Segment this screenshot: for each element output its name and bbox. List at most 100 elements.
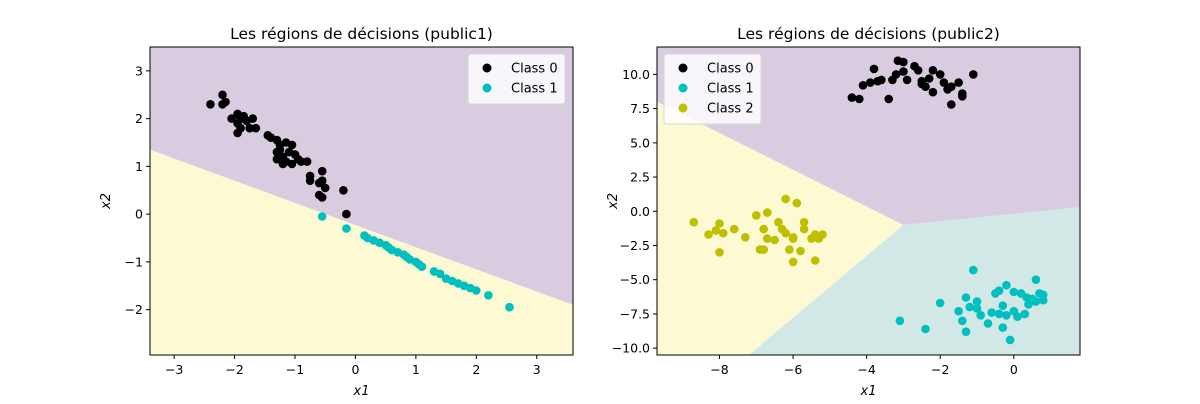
point-s0-20 — [928, 66, 938, 75]
point-s2-25 — [799, 224, 809, 234]
x-tick-label-6: 3 — [533, 362, 541, 377]
y-tick-label-1: −1 — [125, 254, 143, 269]
point-s1-34 — [1038, 290, 1048, 300]
point-s0-23 — [939, 78, 949, 87]
point-s1-1 — [342, 224, 351, 233]
legend-label-1: Class 1 — [707, 82, 754, 97]
y-tick-label-2: −5.0 — [620, 272, 650, 287]
point-s0-22 — [935, 70, 945, 79]
point-s2-14 — [770, 235, 779, 245]
point-s0-26 — [272, 154, 282, 164]
chart-title: Les régions de décisions (public2) — [737, 25, 1000, 43]
point-s1-13 — [987, 308, 996, 317]
point-s0-14 — [236, 123, 245, 133]
point-s0-4 — [869, 64, 879, 74]
point-s0-41 — [339, 186, 348, 195]
point-s1-16 — [994, 286, 1004, 296]
axes-frame — [656, 46, 1081, 356]
point-s2-29 — [810, 256, 820, 265]
point-s0-2 — [858, 81, 868, 90]
point-s0-0 — [206, 100, 215, 109]
legend-label-0: Class 0 — [511, 62, 558, 77]
point-s2-12 — [763, 234, 772, 243]
point-s2-24 — [796, 246, 805, 256]
point-s0-1 — [855, 94, 864, 104]
chart-public2: −8 −6 −4 −2 0 −10.0 −7.5 −5.0 −2.5 0.0 2.5 5.0 7.5 10… — [606, 25, 1081, 399]
point-s0-19 — [924, 74, 934, 83]
y-tick-label-7: 7.5 — [630, 101, 650, 116]
point-s0-26 — [947, 100, 956, 109]
point-s0-12 — [251, 123, 261, 133]
point-s2-2 — [711, 226, 721, 235]
legend-label-1: Class 1 — [511, 82, 558, 97]
point-s1-7 — [965, 302, 974, 312]
point-s1-26 — [1020, 309, 1030, 319]
point-s0-18 — [921, 82, 930, 91]
point-s2-15 — [774, 217, 783, 227]
point-s1-9 — [972, 297, 982, 306]
legend-box — [663, 53, 762, 125]
x-tick-label-4: 1 — [412, 362, 420, 377]
x-axis-label: x1 — [353, 384, 370, 399]
point-s1-4 — [958, 316, 967, 326]
point-s2-6 — [729, 224, 739, 234]
point-s1-12 — [983, 319, 993, 328]
point-s2-10 — [759, 224, 768, 234]
point-s1-31 — [1031, 297, 1041, 306]
point-s2-22 — [788, 257, 798, 267]
point-s0-27 — [954, 78, 963, 87]
point-s0-37 — [317, 176, 327, 185]
point-s1-18 — [998, 323, 1008, 332]
y-tick-label-3: 1 — [135, 159, 143, 174]
point-s2-18 — [781, 228, 790, 238]
legend-marker-1 — [678, 83, 688, 93]
legend-label-2: Class 2 — [707, 102, 754, 117]
point-s0-25 — [947, 82, 956, 91]
x-tick-label-5: 2 — [472, 362, 480, 377]
y-tick-label-3: −2.5 — [620, 238, 650, 253]
plot-area — [657, 47, 1080, 355]
point-s2-0 — [689, 217, 699, 227]
point-s2-21 — [788, 233, 798, 242]
point-s1-0 — [895, 316, 905, 326]
point-s2-5 — [718, 228, 728, 238]
legend-marker-2 — [678, 103, 688, 113]
point-s2-3 — [715, 248, 724, 257]
x-tick-label-2: −4 — [857, 362, 875, 377]
y-tick-label-1: −7.5 — [620, 306, 650, 321]
legend: Class 0 Class 1 Class 2 — [663, 53, 762, 125]
point-s0-3 — [866, 78, 875, 87]
point-s2-17 — [781, 194, 790, 204]
legend-label-0: Class 0 — [707, 62, 754, 77]
point-s2-26 — [799, 217, 809, 227]
point-s0-40 — [317, 193, 327, 202]
point-s1-15 — [994, 309, 1004, 319]
y-tick-label-4: 0.0 — [630, 204, 650, 219]
decision-region-1 — [150, 149, 573, 355]
point-s0-11 — [899, 57, 908, 67]
y-axis-label: x2 — [99, 193, 114, 210]
point-s0-32 — [278, 159, 288, 169]
point-s0-21 — [275, 145, 285, 154]
point-s0-30 — [969, 70, 978, 79]
point-s0-6 — [877, 75, 886, 85]
legend-marker-0 — [482, 63, 492, 73]
x-tick-label-1: −6 — [784, 362, 802, 377]
y-tick-label-6: 5.0 — [630, 135, 650, 150]
y-tick-label-0: −2 — [125, 302, 143, 317]
legend-marker-1 — [482, 83, 492, 93]
point-s1-24 — [1013, 312, 1022, 322]
point-s1-11 — [976, 311, 985, 320]
point-s1-20 — [1002, 280, 1011, 290]
point-s1-1 — [921, 324, 930, 334]
y-tick-label-5: 3 — [135, 63, 143, 78]
point-s0-12 — [899, 67, 908, 76]
point-s1-17 — [435, 269, 445, 279]
point-s1-17 — [998, 301, 1008, 311]
point-s0-38 — [320, 183, 330, 193]
point-s0-13 — [902, 75, 912, 85]
point-s0-7 — [884, 94, 893, 104]
y-tick-label-2: 0 — [135, 207, 143, 222]
point-s0-29 — [958, 89, 967, 98]
